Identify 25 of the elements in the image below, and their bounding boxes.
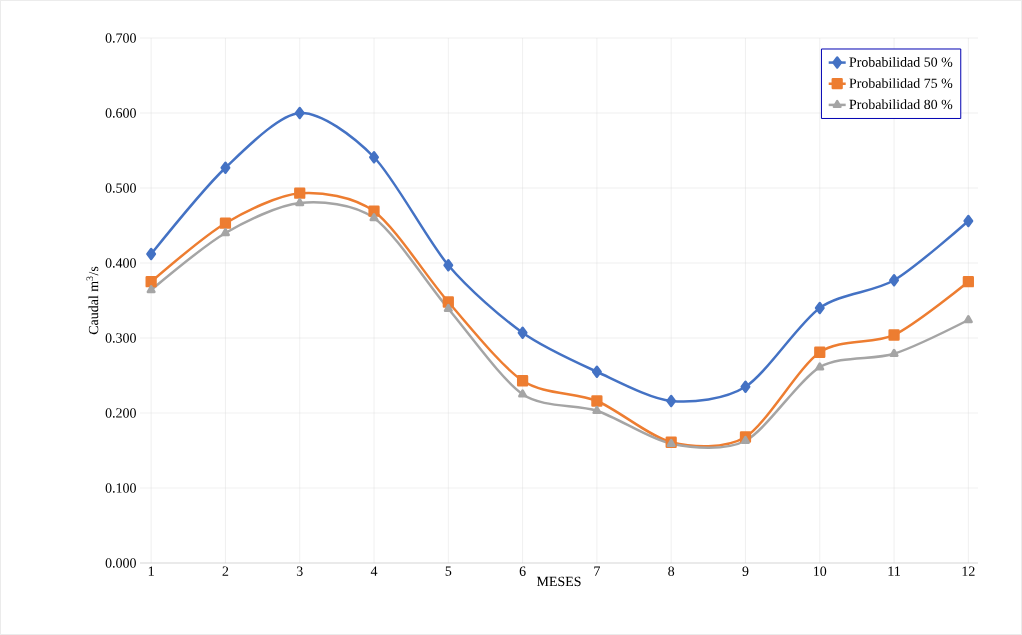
legend-label: Probabilidad 75 % bbox=[849, 78, 953, 89]
x-tick-label: 2 bbox=[222, 566, 229, 576]
x-tick-label: 1 bbox=[148, 566, 154, 576]
y-tick-label: 0.400 bbox=[105, 258, 136, 268]
y-tick-label: 0.300 bbox=[105, 333, 136, 343]
y-tick-label: 0.600 bbox=[105, 108, 136, 118]
legend-label: Probabilidad 80 % bbox=[849, 99, 953, 110]
y-tick-label: 0.500 bbox=[105, 183, 136, 193]
x-tick-label: 8 bbox=[668, 566, 675, 576]
x-tick-label: 3 bbox=[296, 566, 303, 576]
y-tick-label: 0.700 bbox=[105, 33, 136, 43]
x-tick-label: 12 bbox=[962, 566, 975, 576]
x-tick-label: 6 bbox=[519, 566, 526, 576]
x-tick-label: 5 bbox=[445, 566, 452, 576]
x-tick-label: 4 bbox=[370, 566, 378, 576]
y-tick-label: 0.100 bbox=[105, 483, 136, 493]
x-tick-label: 11 bbox=[888, 566, 900, 576]
y-tick-label: 0.000 bbox=[105, 558, 136, 568]
x-tick-label: 10 bbox=[814, 566, 827, 576]
x-tick-label: 7 bbox=[594, 566, 600, 576]
legend-label: Probabilidad 50 % bbox=[849, 56, 953, 67]
x-tick-label: 9 bbox=[742, 566, 749, 576]
x-axis-title: MESES bbox=[536, 576, 581, 587]
y-tick-label: 0.200 bbox=[105, 408, 136, 418]
y-axis-title: Caudal m$^{3}$/s bbox=[86, 266, 99, 335]
